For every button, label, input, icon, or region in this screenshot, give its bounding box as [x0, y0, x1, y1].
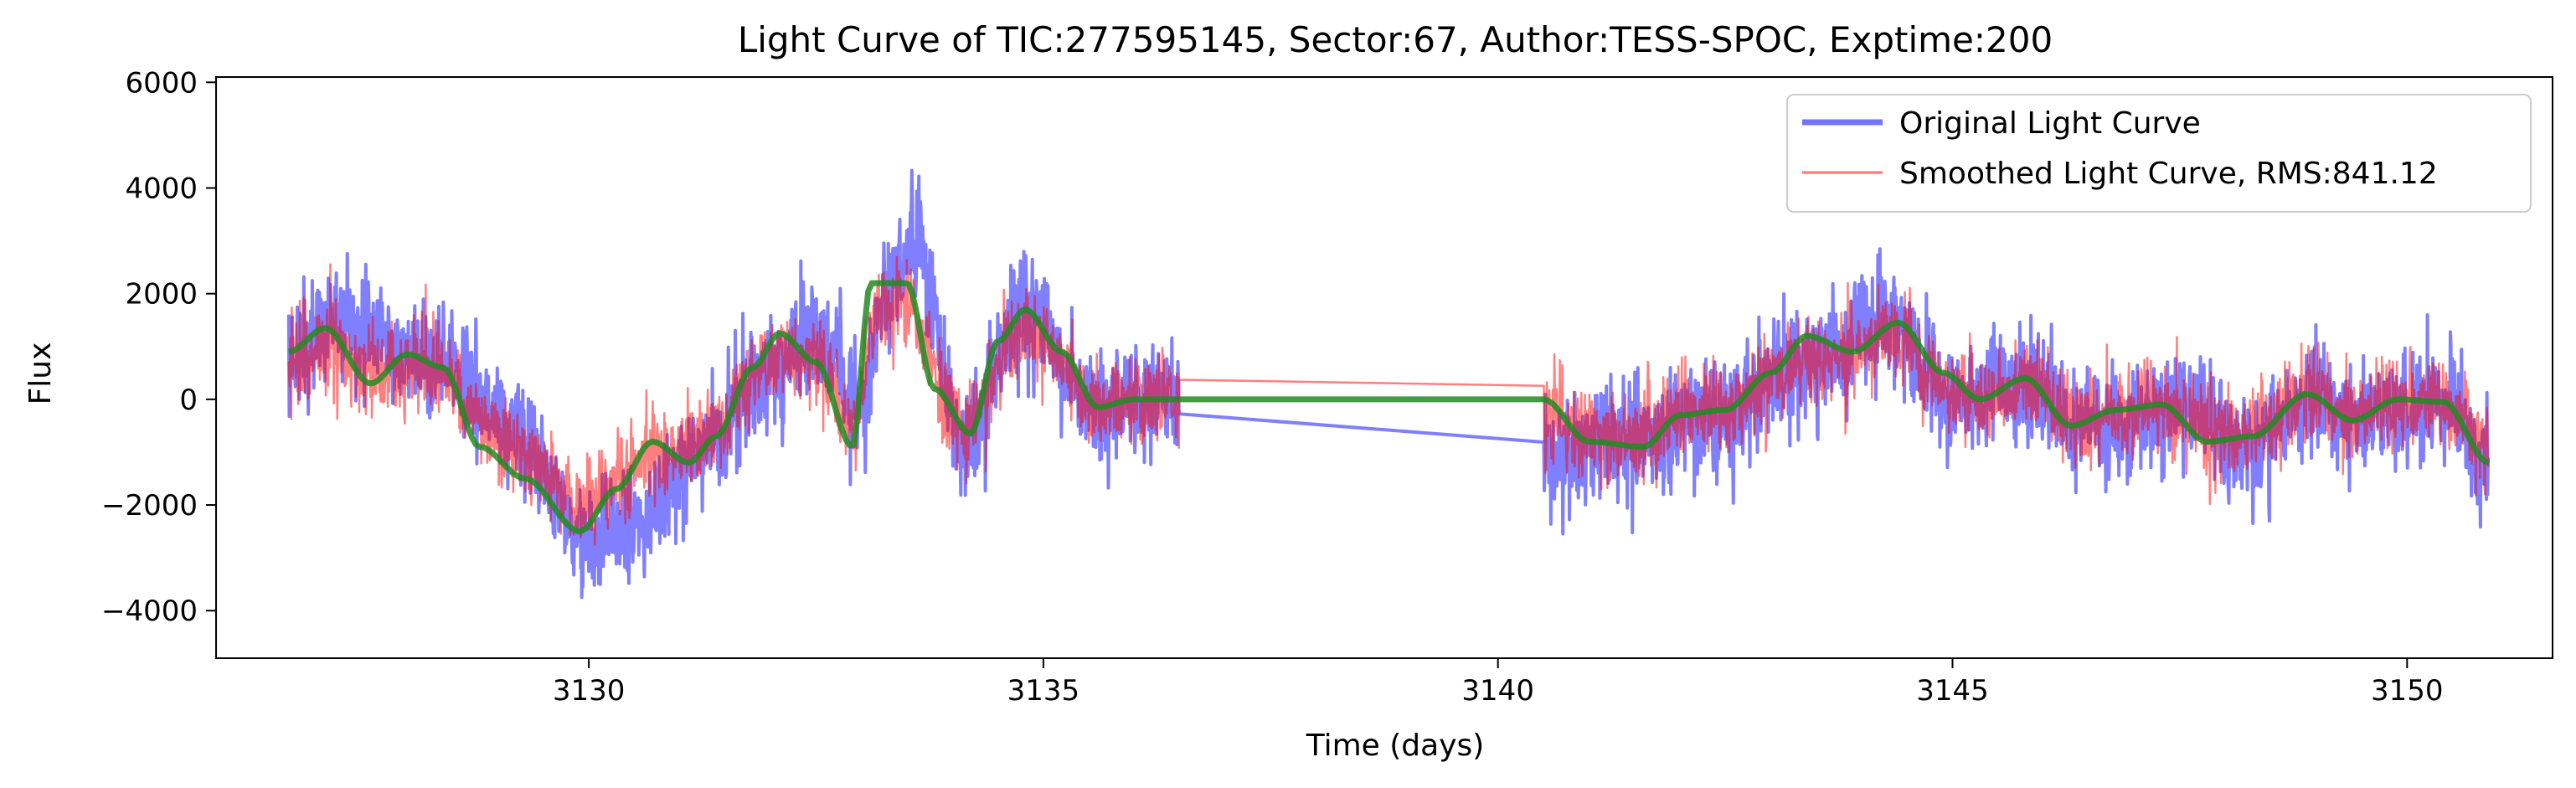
x-axis: 3130 3135 3140 3145 3150	[553, 658, 2444, 708]
x-tick-label: 3145	[1916, 674, 1989, 708]
x-tick-label: 3135	[1007, 674, 1080, 708]
x-tick-label: 3150	[2371, 674, 2444, 708]
y-tick-label: 4000	[125, 172, 198, 205]
y-axis: −4000 −2000 0 2000 4000 6000	[101, 66, 216, 628]
plot-frame	[215, 76, 2553, 659]
legend: Original Light Curve Smoothed Light Curv…	[1786, 94, 2532, 213]
series-trend-line	[288, 280, 2491, 534]
legend-box	[1786, 94, 2532, 213]
legend-label-smoothed: Smoothed Light Curve, RMS:841.12	[1899, 157, 2438, 191]
y-tick-label: 6000	[125, 66, 198, 100]
y-axis-label: Flux	[23, 342, 58, 405]
y-tick-label: −2000	[101, 489, 198, 523]
x-tick-label: 3140	[1461, 674, 1534, 708]
y-tick-label: 0	[179, 384, 198, 417]
x-axis-label: Time (days)	[1306, 729, 1485, 763]
plot-area	[286, 168, 2491, 600]
y-tick-label: −4000	[101, 595, 198, 628]
chart-title: Light Curve of TIC:277595145, Sector:67,…	[738, 19, 2053, 60]
x-tick-label: 3130	[553, 674, 626, 708]
legend-label-original: Original Light Curve	[1899, 106, 2201, 141]
y-tick-label: 2000	[125, 278, 198, 312]
